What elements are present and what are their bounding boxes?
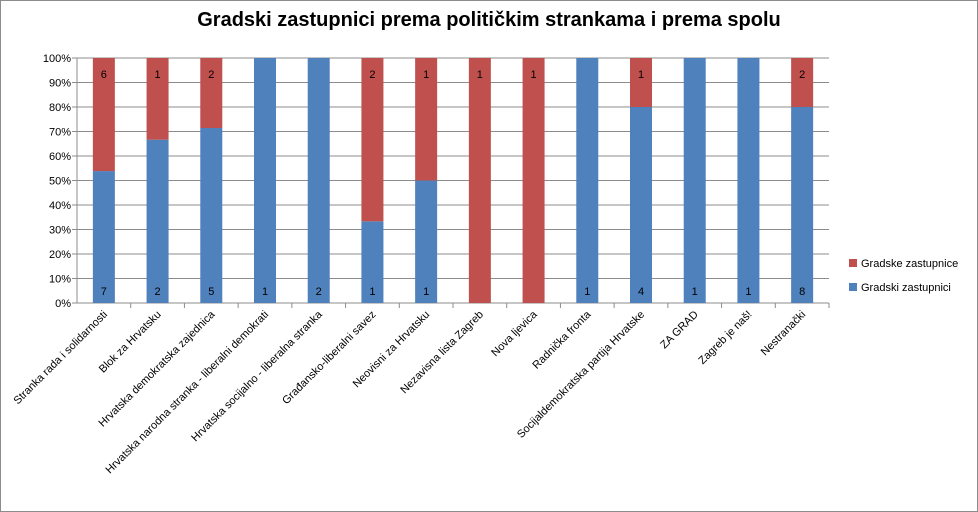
- data-label-gradski-zastupnici: 1: [423, 286, 429, 298]
- data-label-gradski-zastupnici: 4: [638, 286, 644, 298]
- y-tick-label: 0%: [55, 298, 71, 310]
- data-label-gradski-zastupnici: 1: [369, 286, 375, 298]
- bar-segment-gradski-zastupnici: [146, 139, 169, 303]
- bar-segment-gradske-zastupnice: [200, 58, 223, 128]
- data-label-gradske-zastupnice: 2: [208, 69, 214, 81]
- legend-swatch: [849, 259, 857, 267]
- data-label-gradske-zastupnice: 1: [477, 69, 483, 81]
- bar-segment-gradske-zastupnice: [630, 58, 652, 107]
- y-tick-label: 90%: [49, 78, 71, 90]
- bar-segment-gradske-zastupnice: [791, 58, 814, 107]
- bar-segment-gradske-zastupnice: [361, 58, 384, 222]
- category-label: Hrvatska demokratska zajednica: [97, 308, 219, 430]
- y-tick-label: 70%: [49, 127, 71, 139]
- bar-segment-gradski-zastupnici: [683, 58, 706, 303]
- data-label-gradske-zastupnice: 2: [369, 69, 375, 81]
- bar-segment-gradske-zastupnice: [92, 58, 115, 172]
- bar-segment-gradski-zastupnici: [254, 58, 276, 303]
- category-label: ZA GRAD: [658, 309, 701, 352]
- legend-swatch: [849, 283, 857, 291]
- y-tick-label: 50%: [49, 176, 71, 188]
- bar-segment-gradski-zastupnici: [361, 221, 384, 303]
- data-label-gradske-zastupnice: 1: [423, 69, 429, 81]
- y-tick-label: 80%: [49, 102, 71, 114]
- data-label-gradski-zastupnici: 8: [799, 286, 805, 298]
- data-label-gradski-zastupnici: 7: [101, 286, 107, 298]
- bar-segment-gradski-zastupnici: [791, 107, 814, 303]
- data-label-gradski-zastupnici: 1: [584, 286, 590, 298]
- category-label: Nestranački: [759, 309, 809, 359]
- bar-segment-gradski-zastupnici: [415, 180, 438, 303]
- legend-label: Gradski zastupnici: [861, 282, 951, 294]
- category-label: Građansko-liberalni savez: [280, 309, 378, 407]
- chart-title: Gradski zastupnici prema političkim stra…: [197, 9, 781, 31]
- y-tick-label: 40%: [49, 200, 71, 212]
- bar-segment-gradske-zastupnice: [522, 58, 545, 303]
- y-tick-label: 10%: [49, 274, 71, 286]
- data-label-gradski-zastupnici: 1: [692, 286, 698, 298]
- category-label: Stranka rada i solidarnosti: [12, 309, 110, 407]
- data-label-gradske-zastupnice: 1: [531, 69, 537, 81]
- bar-segment-gradski-zastupnici: [576, 58, 599, 303]
- data-label-gradske-zastupnice: 2: [799, 69, 805, 81]
- data-label-gradske-zastupnice: 1: [155, 69, 161, 81]
- bar-segment-gradske-zastupnice: [415, 58, 438, 181]
- data-label-gradski-zastupnici: 1: [745, 286, 751, 298]
- y-tick-label: 60%: [49, 151, 71, 163]
- bar-segment-gradski-zastupnici: [200, 128, 223, 303]
- y-tick-label: 100%: [43, 53, 71, 65]
- legend-label: Gradske zastupnice: [861, 258, 958, 270]
- bar-segment-gradski-zastupnici: [307, 58, 330, 303]
- data-label-gradski-zastupnici: 2: [155, 286, 161, 298]
- bar-segment-gradske-zastupnice: [146, 58, 169, 140]
- data-label-gradske-zastupnice: 6: [101, 69, 107, 81]
- y-tick-label: 30%: [49, 225, 71, 237]
- data-label-gradski-zastupnici: 5: [208, 286, 214, 298]
- category-label: Zagreb je naš!: [696, 309, 754, 367]
- bar-segment-gradski-zastupnici: [737, 58, 760, 303]
- data-label-gradski-zastupnici: 2: [316, 286, 322, 298]
- category-label: Nova ljevica: [489, 308, 540, 359]
- y-tick-label: 20%: [49, 249, 71, 261]
- bar-segment-gradski-zastupnici: [630, 107, 652, 303]
- bar-segment-gradske-zastupnice: [468, 58, 491, 303]
- data-label-gradski-zastupnici: 1: [262, 286, 268, 298]
- data-label-gradske-zastupnice: 1: [638, 69, 644, 81]
- bar-segment-gradski-zastupnici: [92, 171, 115, 303]
